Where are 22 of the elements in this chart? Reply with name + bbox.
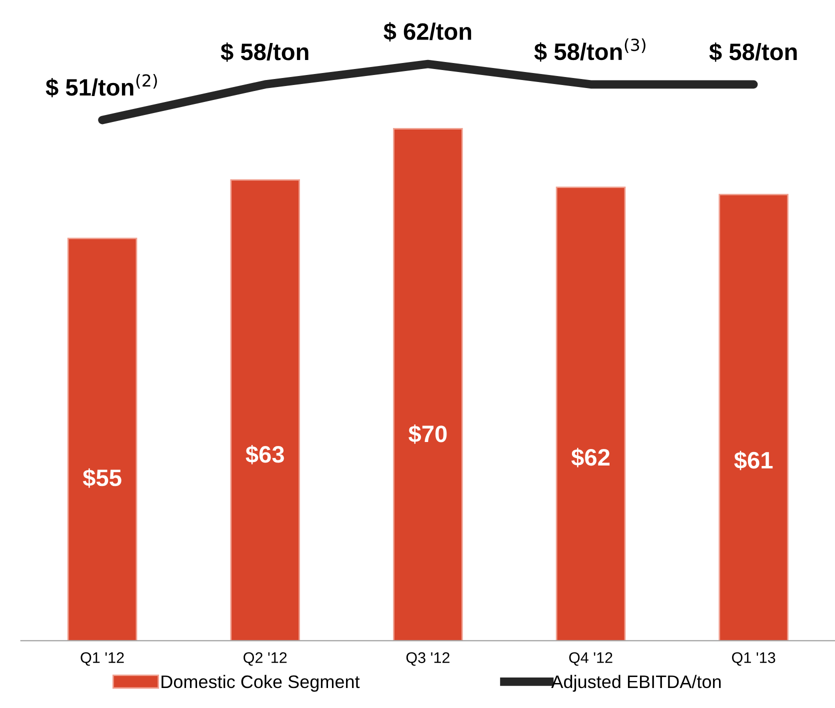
x-tick-label: Q2 '12 [244,652,287,666]
bar [718,194,788,641]
x-tick-label: Q1 '12 [80,652,124,666]
data-label: $ 58/ton$^{(3)}$ [534,38,646,62]
x-tick-label: Q1 '13 [732,652,776,666]
x-tick-label: Q3 '12 [406,652,450,666]
data-label: $ 58/ton [220,42,308,62]
data-label: $63 [246,445,284,464]
x-tick-label: Q4 '12 [569,652,612,666]
bar [230,179,300,641]
legend-label: Domestic Coke Segment [162,674,360,692]
data-label: $62 [571,448,610,468]
bar [393,128,463,641]
data-label: $70 [408,424,447,444]
bar [556,186,626,641]
data-label: $55 [82,468,122,488]
bar [67,238,138,641]
data-label: $ 62/ton [384,22,472,42]
data-label: $ 58/ton [709,42,797,62]
data-label: $61 [734,450,773,470]
data-label: $ 51/ton$^{(2)}$ [46,74,157,98]
legend-label: Adjusted EBITDA/ton [551,674,721,692]
